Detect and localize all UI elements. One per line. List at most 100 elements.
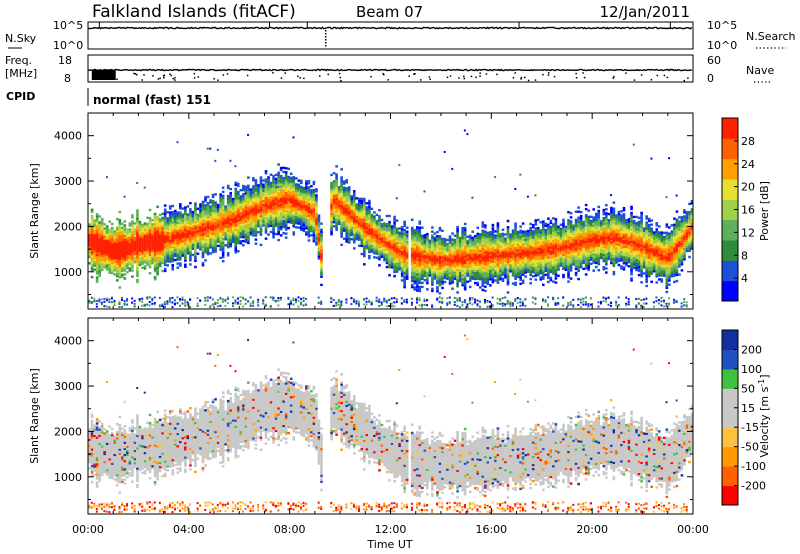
power-echo (476, 246, 480, 250)
power-echo (272, 217, 275, 221)
power-echo (347, 218, 351, 222)
power-echo (531, 264, 535, 268)
power-echo (239, 242, 243, 245)
power-echo (259, 196, 263, 200)
power-ground-scatter (375, 300, 378, 303)
power-echo (373, 252, 376, 255)
power-echo (484, 271, 487, 274)
power-echo (484, 226, 487, 229)
power-echo (95, 247, 99, 251)
power-echo (158, 256, 162, 260)
power-ground-scatter (320, 300, 323, 303)
power-echo (136, 209, 139, 212)
power-echo (305, 233, 308, 236)
power-echo (136, 262, 139, 265)
power-echo (307, 200, 311, 203)
power-echo (383, 259, 386, 262)
power-echo (438, 269, 442, 273)
power-echo (481, 282, 485, 285)
power-echo (131, 234, 134, 238)
power-echo (153, 216, 157, 220)
power-echo (136, 215, 139, 218)
power-echo (90, 267, 94, 271)
power-echo (307, 204, 311, 207)
power-echo (433, 275, 437, 278)
power-echo (282, 219, 285, 223)
power-ground-scatter (181, 298, 184, 301)
power-echo (123, 269, 127, 272)
power-echo (156, 246, 159, 249)
power-echo (284, 218, 288, 221)
power-echo (236, 229, 240, 233)
power-echo (393, 225, 396, 229)
power-echo (204, 234, 207, 238)
power-echo (302, 211, 306, 214)
power-echo (171, 266, 175, 269)
power-echo (463, 226, 467, 230)
power-echo (95, 260, 99, 263)
power-echo (181, 248, 185, 251)
power-echo (224, 244, 227, 247)
power-echo (350, 223, 354, 227)
power-echo (269, 210, 273, 213)
power-echo (269, 185, 273, 189)
power-echo (426, 288, 429, 291)
power-ground-scatter (153, 296, 156, 299)
power-echo (146, 232, 149, 236)
power-echo (307, 218, 311, 222)
power-echo (219, 223, 222, 227)
power-echo (257, 192, 260, 195)
power-echo (189, 259, 192, 262)
power-echo (501, 279, 505, 282)
power-echo (491, 236, 495, 239)
power-echo (153, 269, 157, 273)
power-ground-scatter (219, 297, 222, 300)
power-echo (403, 247, 406, 250)
power-echo (428, 255, 432, 259)
power-echo (426, 265, 429, 269)
power-echo (332, 210, 336, 214)
power-echo (466, 268, 469, 271)
power-echo (98, 247, 101, 251)
power-echo (415, 236, 419, 239)
power-echo (436, 288, 439, 291)
power-echo (491, 262, 495, 265)
power-echo (244, 189, 248, 193)
power-echo (189, 222, 192, 225)
power-echo (423, 256, 427, 259)
power-echo (302, 203, 306, 206)
power-echo (186, 217, 190, 220)
power-ground-scatter (146, 296, 149, 299)
power-echo (176, 254, 180, 257)
power-echo (423, 266, 427, 270)
power-echo (138, 237, 142, 240)
power-echo (123, 238, 127, 241)
power-echo (90, 245, 94, 248)
power-echo (317, 222, 321, 225)
power-echo (368, 234, 371, 237)
power-echo (226, 243, 230, 247)
power-echo (365, 240, 369, 244)
power-echo (373, 245, 376, 249)
power-echo (171, 239, 175, 242)
power-echo (211, 238, 215, 242)
power-echo (274, 206, 278, 209)
power-echo (468, 236, 472, 240)
power-echo (151, 241, 154, 244)
power-echo (491, 256, 495, 259)
power-echo (456, 240, 459, 243)
power-echo (191, 217, 195, 220)
nave-dot (169, 73, 171, 75)
noise-trace (87, 22, 693, 47)
power-echo (206, 246, 210, 250)
power-echo (378, 255, 381, 259)
power-echo (499, 249, 502, 252)
power-ground-scatter (350, 297, 353, 300)
power-echo (461, 259, 464, 262)
power-echo (242, 197, 245, 200)
power-echo (156, 228, 159, 231)
power-echo (93, 225, 96, 228)
power-echo (131, 226, 134, 229)
power-echo (494, 244, 497, 247)
power-echo (501, 228, 505, 231)
